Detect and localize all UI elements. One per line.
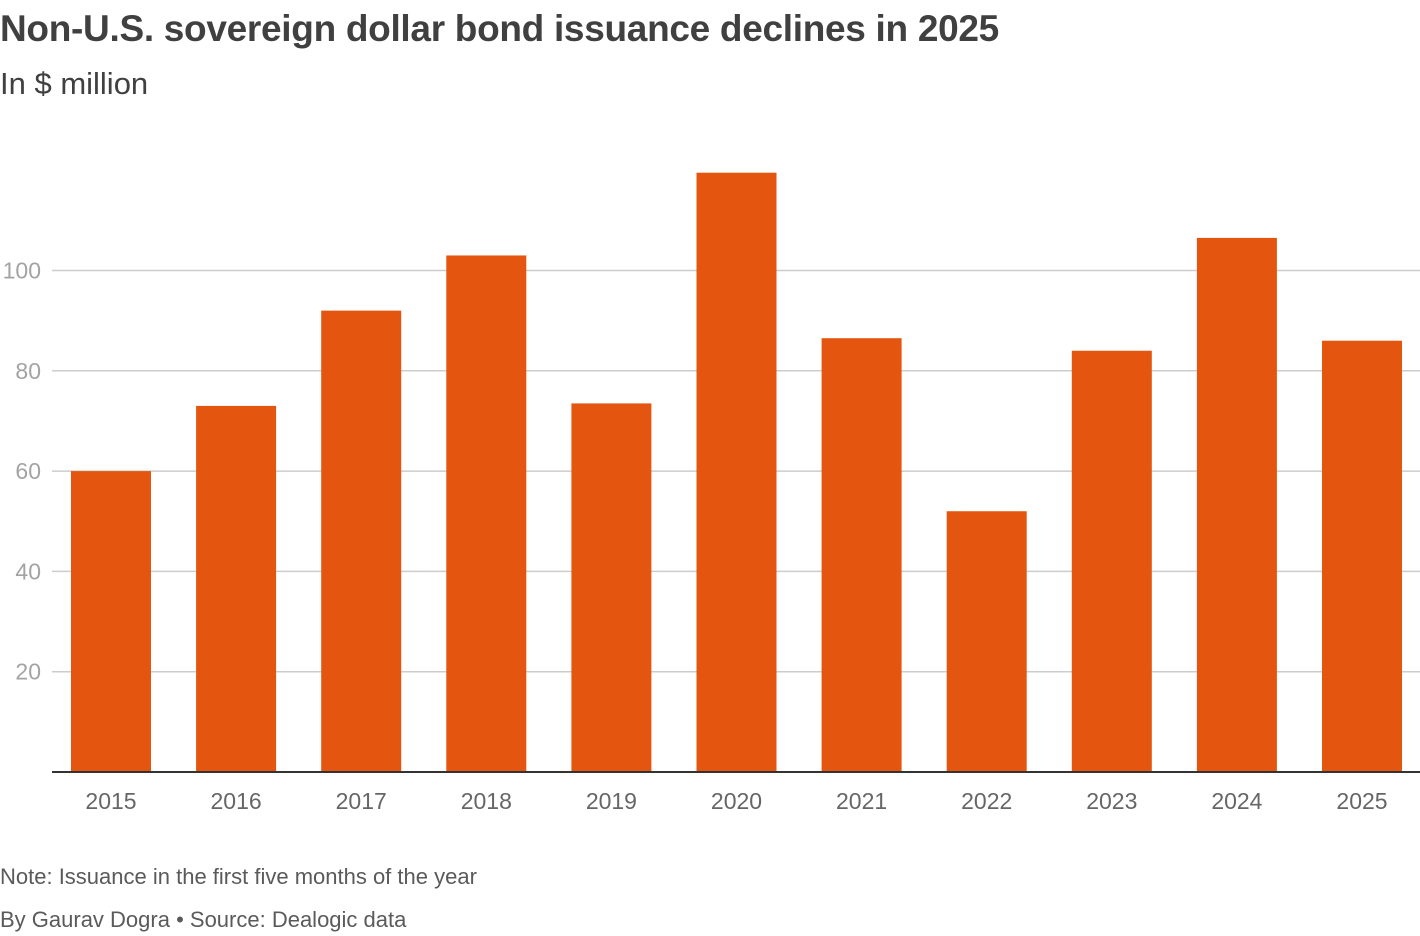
bar-2018 <box>446 255 527 772</box>
chart-note: Note: Issuance in the first five months … <box>0 864 477 889</box>
y-tick-label: 40 <box>15 558 41 584</box>
bar-2017 <box>321 310 402 772</box>
x-axis-labels: 2015 2016 2017 2018 2019 2020 2021 2022 2023 2024… <box>85 788 1387 814</box>
bar-chart: 20 40 60 80 100 2015 2016 2017 2018 2019 2020 2021… <box>3 172 1420 814</box>
bars <box>71 172 1402 773</box>
x-tick-label: 2016 <box>211 788 262 814</box>
x-tick-label: 2017 <box>336 788 387 814</box>
y-axis-ticks: 20 40 60 80 100 <box>3 258 41 685</box>
y-tick-label: 60 <box>15 458 41 484</box>
chart-subtitle: In $ million <box>0 66 149 101</box>
bar-2022 <box>946 511 1027 772</box>
x-tick-label: 2020 <box>711 788 762 814</box>
y-tick-label: 20 <box>15 659 41 685</box>
x-tick-label: 2018 <box>461 788 512 814</box>
x-tick-label: 2023 <box>1086 788 1137 814</box>
x-tick-label: 2015 <box>85 788 136 814</box>
x-tick-label: 2021 <box>836 788 887 814</box>
bar-2020 <box>696 172 777 772</box>
bar-2025 <box>1322 340 1402 772</box>
x-tick-label: 2022 <box>961 788 1012 814</box>
x-tick-label: 2025 <box>1336 788 1387 814</box>
chart-title: Non-U.S. sovereign dollar bond issuance … <box>0 8 999 49</box>
x-tick-label: 2024 <box>1211 788 1262 814</box>
x-tick-label: 2019 <box>586 788 637 814</box>
chart-byline: By Gaurav Dogra • Source: Dealogic data <box>0 907 407 932</box>
bar-2019 <box>571 403 652 772</box>
bar-2021 <box>821 338 902 772</box>
y-tick-label: 80 <box>15 358 41 384</box>
bar-2024 <box>1196 237 1277 773</box>
bar-2016 <box>196 405 277 772</box>
bar-2023 <box>1071 350 1152 772</box>
y-tick-label: 100 <box>3 258 41 284</box>
bar-2015 <box>71 471 151 772</box>
